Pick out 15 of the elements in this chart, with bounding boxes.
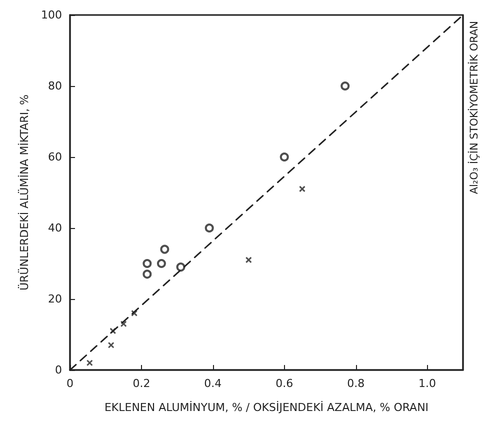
x-tick-label: 0.8 <box>347 377 365 390</box>
x-tick-label: 0.6 <box>276 377 294 390</box>
y-tick-label: 80 <box>48 80 62 92</box>
y-tick-label: 20 <box>48 292 62 306</box>
y-tick-label: 0 <box>55 364 62 376</box>
x-tick-label: 0 <box>66 377 74 390</box>
y-axis-title: ÜRÜNLERDEKİ ALÜMİNA MİKTARI, % <box>17 94 31 291</box>
y-tick-label: 60 <box>48 150 62 164</box>
x-tick-label: 0.2 <box>132 377 150 390</box>
y-tick-label: 40 <box>48 222 62 234</box>
x-tick-label: 0.4 <box>204 377 222 390</box>
x-tick-label: 1.0 <box>418 377 436 390</box>
y-tick-label: 100 <box>41 8 62 22</box>
ref-line-label: Al₂O₃ İÇİN STOKİYOMETRİK ORAN <box>468 21 480 194</box>
x-axis-title: EKLENEN ALUMİNYUM, % / OKSİJENDEKİ AZALMA, % ORANI <box>104 400 429 414</box>
